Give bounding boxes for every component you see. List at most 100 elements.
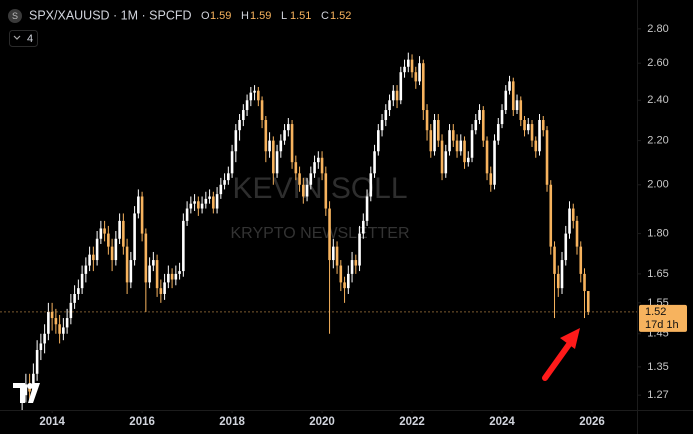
- candle-body: [317, 157, 320, 163]
- candle-body: [99, 228, 103, 239]
- ohlc-value: 1.59: [250, 10, 271, 22]
- candle-body: [414, 72, 418, 82]
- candle-body: [58, 324, 61, 334]
- candle-body: [313, 162, 316, 174]
- x-tick-label: 2024: [489, 416, 515, 428]
- y-tick-label: 1.80: [647, 227, 668, 239]
- candle-body: [208, 196, 211, 199]
- candle-body: [272, 140, 275, 174]
- candle-body: [444, 151, 448, 174]
- x-tick-label: 2018: [219, 416, 245, 428]
- candle-body: [114, 238, 118, 261]
- candle-body: [399, 72, 403, 101]
- candle-body: [125, 246, 129, 283]
- candle-body: [32, 373, 35, 392]
- candle-body: [406, 59, 410, 67]
- candle-body: [174, 273, 178, 280]
- candle-body: [95, 238, 99, 261]
- candle-body: [62, 327, 65, 334]
- x-tick-label: 2026: [579, 416, 605, 428]
- candle-body: [384, 110, 388, 121]
- ohlc-label: L: [281, 10, 287, 22]
- candle-body: [47, 311, 50, 334]
- candle-body: [92, 254, 95, 261]
- y-tick-label: 1.35: [647, 361, 668, 373]
- candle-body: [481, 110, 485, 141]
- candle-body: [350, 260, 354, 274]
- candle-body: [39, 343, 43, 351]
- symbol-icon[interactable]: [8, 9, 22, 23]
- x-tick-label: 2020: [309, 416, 335, 428]
- candle-body: [204, 198, 208, 204]
- candle-body: [264, 120, 268, 152]
- candle-body: [339, 265, 343, 283]
- candle-body: [440, 140, 444, 174]
- candle-body: [335, 246, 339, 266]
- candle-body: [433, 120, 436, 152]
- candle-body: [324, 173, 328, 209]
- watermark-text: KRYPTO NEWSLETTER: [231, 225, 410, 242]
- candle-body: [500, 110, 504, 125]
- candle-body: [170, 273, 174, 280]
- candle-body: [523, 120, 526, 131]
- candle-body: [294, 162, 298, 174]
- candle-body: [530, 124, 534, 141]
- candle-body: [470, 130, 474, 158]
- candle-body: [152, 260, 155, 266]
- candle-body: [463, 140, 466, 163]
- price-tag-countdown: 17d 1h: [645, 319, 679, 331]
- candle-body: [425, 110, 429, 131]
- candle-body: [549, 184, 553, 247]
- candle-body: [182, 220, 185, 272]
- candle-body: [354, 260, 358, 266]
- candle-body: [519, 100, 523, 121]
- candle-body: [279, 140, 283, 152]
- candle-body: [541, 120, 545, 131]
- ohlc-legend: O 1.59 H 1.59 L 1.51 C 1.52: [201, 10, 351, 22]
- candle-body: [245, 100, 249, 111]
- candle-body: [290, 124, 294, 163]
- y-tick-label: 2.80: [647, 23, 668, 35]
- candle-body: [579, 246, 583, 274]
- candle-body: [362, 220, 365, 234]
- candle-body: [163, 282, 166, 294]
- indicators-button[interactable]: [9, 30, 38, 47]
- candle-body: [526, 124, 530, 131]
- y-tick-label: 2.40: [647, 94, 668, 106]
- candle-body: [287, 124, 290, 131]
- candle-body: [80, 273, 84, 289]
- candle-body: [275, 151, 279, 174]
- price-tag-value: 1.52: [645, 306, 666, 318]
- indicators-count: 4: [27, 33, 33, 45]
- candle-body: [107, 233, 110, 247]
- candle-body: [493, 140, 496, 185]
- chart-title[interactable]: SPX/XAUUSD · 1M · SPCFD: [29, 8, 192, 22]
- candle-body: [556, 273, 560, 289]
- ohlc-value: 1.59: [210, 10, 231, 22]
- candle-body: [466, 157, 470, 163]
- candle-body: [302, 184, 305, 197]
- candle-body: [159, 288, 163, 294]
- candle-body: [24, 384, 28, 396]
- candle-body: [373, 151, 376, 174]
- candle-body: [118, 220, 121, 239]
- y-tick-label: 1.65: [647, 268, 668, 280]
- candle-body: [347, 273, 350, 289]
- candle-body: [122, 220, 125, 247]
- ohlc-value: 1.52: [330, 10, 351, 22]
- y-tick-label: 2.00: [647, 179, 668, 191]
- candle-body: [545, 130, 549, 185]
- tradingview-logo[interactable]: [13, 383, 40, 403]
- symbol-icon-letter: S: [12, 11, 18, 21]
- candle-body: [583, 273, 586, 292]
- candle-body: [395, 90, 399, 101]
- y-tick-label: 2.60: [647, 57, 668, 69]
- price-tag: [639, 304, 687, 332]
- candle-body: [238, 120, 241, 131]
- candle-body: [571, 208, 575, 221]
- candle-body: [388, 100, 391, 111]
- candle-body: [474, 120, 478, 131]
- x-tick-label: 2022: [399, 416, 425, 428]
